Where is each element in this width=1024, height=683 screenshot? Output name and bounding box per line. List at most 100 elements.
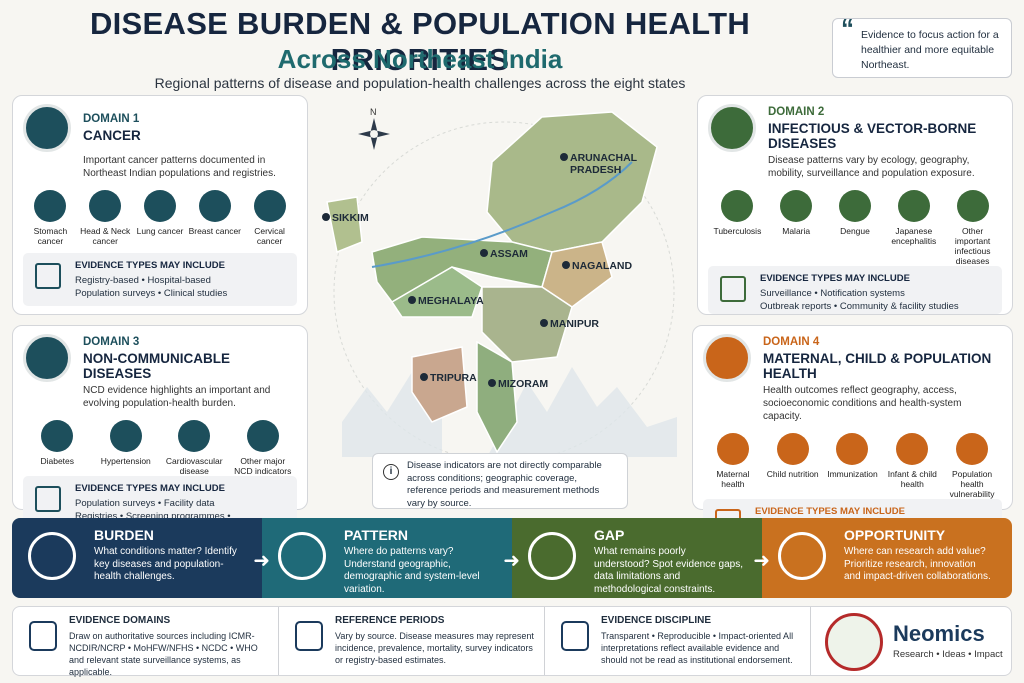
evidence-heading: EVIDENCE TYPES MAY INCLUDE: [75, 260, 225, 271]
domain-item: Population health vulnerability: [943, 433, 1001, 499]
domain-title: INFECTIOUS & VECTOR-BORNE DISEASES: [768, 120, 977, 151]
step-text: What remains poorly understood? Spot evi…: [594, 546, 743, 595]
domain-item: Other important infectious diseases: [944, 190, 1002, 266]
flow-bar: BURDEN What conditions matter? Identify k…: [12, 518, 1012, 598]
evidence-box: EVIDENCE TYPES MAY INCLUDE Population sur…: [23, 476, 297, 535]
domain-item: Immunization: [823, 433, 881, 499]
footer: EVIDENCE DOMAINS Draw on authoritative so…: [12, 606, 1012, 677]
domain-description: NCD evidence highlights an important and…: [83, 385, 271, 409]
state-label: NAGALAND: [572, 260, 633, 272]
state-label: MEGHALAYA: [418, 295, 484, 307]
evidence-box: EVIDENCE TYPES MAY INCLUDE Registry-based…: [23, 253, 297, 306]
item-icon: [838, 190, 871, 222]
item-icon: [109, 420, 142, 452]
item-label: Dengue: [840, 226, 870, 236]
brand-name: Neomics: [893, 621, 985, 646]
footer-title: EVIDENCE DOMAINS: [69, 615, 171, 626]
domain-icon: [708, 104, 756, 152]
state-pin: [322, 213, 330, 221]
item-icon: [41, 420, 74, 452]
state-pin: [480, 249, 488, 257]
footer-title: EVIDENCE DISCIPLINE: [601, 615, 712, 626]
brand-tagline: Research • Ideas • Impact: [893, 649, 1003, 660]
item-label: Japanese encephalitis: [891, 226, 937, 246]
domain-description: Health outcomes reflect geography, acces…: [763, 385, 962, 422]
footer-section: REFERENCE PERIODS Vary by source. Disease…: [279, 607, 545, 675]
footer-icon: [561, 621, 589, 651]
compass-label: N: [370, 107, 377, 117]
item-icon: [253, 190, 286, 222]
step-arrow: ➜: [253, 550, 270, 572]
state-pin: [560, 153, 568, 161]
tagline: Regional patterns of disease and populat…: [154, 75, 686, 91]
step-text: What conditions matter? Identify key dis…: [94, 546, 237, 582]
domain-item: Japanese encephalitis: [885, 190, 943, 266]
domain-item: Cardiovascular disease: [165, 420, 223, 476]
domain-items: Diabetes Hypertension Cardiovascular disea…: [23, 420, 297, 476]
domain-head: DOMAIN 2 INFECTIOUS & VECTOR-BORNE DISEAS…: [708, 104, 1002, 152]
item-icon: [143, 190, 176, 222]
domain-item: Tuberculosis: [708, 190, 766, 266]
item-label: Cervical cancer: [254, 226, 285, 246]
domain-item: Head & Neck cancer: [78, 190, 133, 246]
footer-section: EVIDENCE DISCIPLINE Transparent • Reprodu…: [545, 607, 811, 675]
step-text: Where can research add value? Prioritize…: [844, 546, 991, 582]
domain-title: CANCER: [83, 128, 141, 143]
evidence-heading: EVIDENCE TYPES MAY INCLUDE: [755, 506, 905, 517]
domain-title: NON-COMMUNICABLE DISEASES: [83, 350, 230, 381]
state-pin: [420, 373, 428, 381]
domain-description: Important cancer patterns documented in …: [83, 155, 276, 179]
domain-item: Maternal health: [704, 433, 762, 499]
item-icon: [716, 433, 749, 465]
domain-heading: DOMAIN 4 MATERNAL, CHILD & POPULATION HEA…: [763, 336, 1002, 381]
step-arrow: ➜: [503, 550, 520, 572]
step-text: Where do patterns vary? Understand geogr…: [344, 546, 480, 595]
item-icon: [896, 433, 929, 465]
evidence-line: Surveillance • Notification systems: [760, 288, 905, 299]
domain-item: Breast cancer: [187, 190, 242, 246]
item-label: Head & Neck cancer: [80, 226, 131, 246]
domain-card: DOMAIN 1 CANCER Important cancer patterns …: [12, 95, 308, 315]
item-label: Other major NCD indicators: [234, 456, 292, 476]
item-label: Other important infectious diseases: [954, 226, 991, 266]
domain-card: DOMAIN 2 INFECTIOUS & VECTOR-BORNE DISEAS…: [697, 95, 1013, 315]
quote-box: Evidence to focus action for a healthier…: [832, 18, 1012, 78]
evidence-line: Registry-based • Hospital-based: [75, 275, 211, 286]
evidence-line: Population surveys • Facility data: [75, 498, 215, 509]
item-icon: [780, 190, 813, 222]
domain-item: Stomach cancer: [23, 190, 78, 246]
domain-head: DOMAIN 4 MATERNAL, CHILD & POPULATION HEA…: [703, 334, 1002, 382]
evidence-icon: [35, 486, 61, 512]
domain-label: DOMAIN 1: [83, 113, 140, 125]
domain-item: Cervical cancer: [242, 190, 297, 246]
footer-icon: [29, 621, 57, 651]
flow-step: BURDEN What conditions matter? Identify k…: [12, 518, 270, 598]
note: Disease indicators are not directly comp…: [372, 453, 628, 509]
brand: Neomics Research • Ideas • Impact: [811, 607, 1011, 675]
state-pin: [540, 319, 548, 327]
domain-item: Diabetes: [28, 420, 86, 476]
step-icon: [528, 532, 576, 580]
state-label: ARUNACHAL PRADESH: [570, 152, 637, 176]
domain-label: DOMAIN 3: [83, 335, 140, 348]
state-label: TRIPURA: [430, 372, 477, 384]
item-label: Infant & child health: [887, 469, 937, 489]
flow-step: PATTERN Where do patterns vary? Understan…: [262, 518, 520, 598]
map: [326, 111, 677, 463]
footer-section: EVIDENCE DOMAINS Draw on authoritative so…: [13, 607, 279, 677]
domain-title: MATERNAL, CHILD & POPULATION HEALTH: [763, 350, 992, 381]
domain-label: DOMAIN 4: [763, 335, 820, 348]
evidence-box: EVIDENCE TYPES MAY INCLUDE Surveillance •…: [708, 266, 1002, 314]
step-title: PATTERN: [344, 527, 409, 543]
item-icon: [89, 190, 122, 222]
title: DISEASE BURDEN & POPULATION HEALTH PRIOR…: [89, 6, 751, 77]
step-arrow: ➜: [753, 550, 770, 572]
state-label: MANIPUR: [550, 318, 599, 330]
footer-title: REFERENCE PERIODS: [335, 615, 445, 626]
evidence-heading: EVIDENCE TYPES MAY INCLUDE: [75, 483, 225, 494]
flow-step: OPPORTUNITY Where can research add value?…: [762, 518, 1012, 598]
item-label: Lung cancer: [136, 226, 184, 236]
footer-text: Transparent • Reproducible • Impact-orie…: [601, 631, 794, 665]
evidence-icon: [720, 276, 746, 302]
domain-heading: DOMAIN 3 NON-COMMUNICABLE DISEASES: [83, 336, 297, 381]
